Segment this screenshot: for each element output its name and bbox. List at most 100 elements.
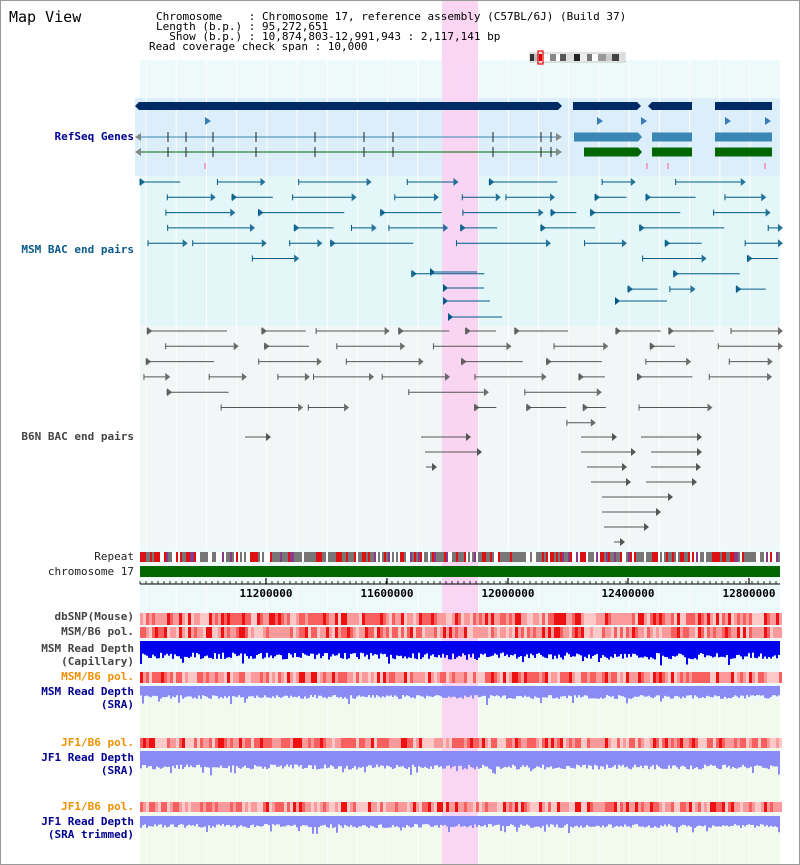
polymorphism-cell bbox=[602, 627, 605, 638]
polymorphism-cell bbox=[386, 627, 389, 638]
polymorphism-cell bbox=[368, 613, 371, 625]
track-label-msm-depth-sra[interactable]: MSM Read Depth bbox=[41, 685, 134, 698]
polymorphism-cell bbox=[728, 627, 731, 638]
polymorphism-cell bbox=[269, 802, 272, 812]
polymorphism-cell bbox=[317, 613, 320, 625]
read-depth-bar bbox=[278, 751, 280, 767]
read-depth-bar bbox=[202, 816, 204, 828]
read-depth-bar bbox=[574, 686, 576, 696]
polymorphism-cell bbox=[422, 738, 425, 748]
polymorphism-cell bbox=[227, 613, 230, 625]
bac-end-marker bbox=[432, 463, 437, 471]
read-depth-bar bbox=[172, 816, 174, 825]
track-label-msm-bac[interactable]: MSM BAC end pairs bbox=[21, 243, 134, 256]
read-depth-bar bbox=[260, 641, 262, 654]
read-depth-bar bbox=[614, 751, 616, 766]
repeat-element bbox=[192, 552, 194, 562]
track-label-refseq-genes[interactable]: RefSeq Genes bbox=[54, 130, 134, 143]
read-depth-bar bbox=[172, 751, 174, 766]
polymorphism-cell bbox=[737, 627, 740, 638]
read-depth-bar bbox=[474, 816, 476, 825]
read-depth-bar bbox=[612, 751, 614, 767]
repeat-element bbox=[216, 552, 218, 562]
track-label-jf1-pol-1[interactable]: JF1/B6 pol. bbox=[61, 736, 134, 749]
track-label-jf1-pol-2[interactable]: JF1/B6 pol. bbox=[61, 800, 134, 813]
track-label-msm-depth-capillary[interactable]: MSM Read Depth bbox=[41, 642, 134, 655]
read-depth-bar bbox=[508, 751, 510, 767]
read-depth-bar bbox=[520, 686, 522, 697]
polymorphism-cell bbox=[491, 738, 494, 748]
read-depth-bar bbox=[284, 641, 286, 660]
polymorphism-cell bbox=[770, 738, 773, 748]
repeat-element bbox=[488, 552, 490, 562]
track-label-b6n-bac[interactable]: B6N BAC end pairs bbox=[21, 430, 134, 443]
polymorphism-cell bbox=[260, 802, 263, 812]
track-label-jf1-depth-sra[interactable]: JF1 Read Depth bbox=[41, 751, 134, 764]
read-depth-bar bbox=[412, 816, 414, 827]
repeat-element bbox=[414, 552, 416, 562]
polymorphism-cell bbox=[470, 613, 473, 625]
read-depth-bar bbox=[282, 641, 284, 660]
repeat-element bbox=[708, 552, 710, 562]
read-depth-bar bbox=[342, 751, 344, 773]
read-depth-bar bbox=[422, 816, 424, 825]
polymorphism-cell bbox=[203, 672, 206, 683]
read-depth-bar bbox=[368, 641, 370, 660]
polymorphism-cell bbox=[176, 613, 179, 625]
repeat-element bbox=[664, 552, 666, 562]
track-label-dbsnp[interactable]: dbSNP(Mouse) bbox=[54, 610, 134, 623]
read-depth-bar bbox=[528, 641, 530, 659]
polymorphism-cell bbox=[173, 802, 176, 812]
polymorphism-cell bbox=[443, 613, 446, 625]
read-depth-bar bbox=[282, 816, 284, 827]
read-depth-bar bbox=[570, 641, 572, 657]
refseq-gene bbox=[139, 102, 558, 110]
polymorphism-cell bbox=[779, 738, 782, 748]
track-label-msm-pol-sra[interactable]: MSM/B6 pol. bbox=[61, 670, 134, 683]
read-depth-bar bbox=[524, 751, 526, 767]
polymorphism-cell bbox=[596, 627, 599, 638]
repeat-element bbox=[608, 552, 610, 562]
polymorphism-cell bbox=[140, 627, 143, 638]
read-depth-bar bbox=[544, 641, 546, 658]
polymorphism-cell bbox=[182, 627, 185, 638]
repeat-element bbox=[756, 552, 758, 562]
polymorphism-cell bbox=[245, 627, 248, 638]
read-depth-bar bbox=[528, 686, 530, 697]
read-depth-bar bbox=[276, 686, 278, 696]
read-depth-bar bbox=[622, 816, 624, 827]
repeat-element bbox=[516, 552, 518, 562]
repeat-element bbox=[338, 552, 340, 562]
track-label-repeat[interactable]: Repeat bbox=[94, 550, 134, 563]
axis-tick-label: 12800000 bbox=[722, 587, 776, 600]
polymorphism-cell bbox=[434, 738, 437, 748]
read-depth-bar bbox=[634, 641, 636, 654]
polymorphism-cell bbox=[560, 672, 563, 683]
polymorphism-cell bbox=[206, 672, 209, 683]
read-depth-bar bbox=[144, 686, 146, 697]
read-depth-bar bbox=[706, 641, 708, 656]
read-depth-bar bbox=[180, 641, 182, 659]
polymorphism-cell bbox=[170, 672, 173, 683]
polymorphism-cell bbox=[701, 613, 704, 625]
read-depth-bar bbox=[306, 686, 308, 699]
read-depth-bar bbox=[424, 751, 426, 767]
polymorphism-cell bbox=[347, 802, 350, 812]
polymorphism-cell bbox=[329, 802, 332, 812]
read-depth-bar bbox=[384, 686, 386, 698]
repeat-element bbox=[534, 552, 536, 562]
polymorphism-cell bbox=[380, 802, 383, 812]
polymorphism-cell bbox=[752, 802, 755, 812]
track-label-msm-pol-capillary[interactable]: MSM/B6 pol. bbox=[61, 625, 134, 638]
track-label-jf1-depth-trimmed[interactable]: JF1 Read Depth bbox=[41, 815, 134, 828]
repeat-element bbox=[680, 552, 682, 562]
polymorphism-cell bbox=[431, 627, 434, 638]
read-depth-bar bbox=[304, 816, 306, 826]
bac-end-marker bbox=[147, 327, 153, 335]
polymorphism-cell bbox=[716, 613, 719, 625]
polymorphism-cell bbox=[584, 627, 587, 638]
repeat-element bbox=[650, 552, 652, 562]
polymorphism-cell bbox=[359, 802, 362, 812]
read-depth-bar bbox=[522, 751, 524, 766]
